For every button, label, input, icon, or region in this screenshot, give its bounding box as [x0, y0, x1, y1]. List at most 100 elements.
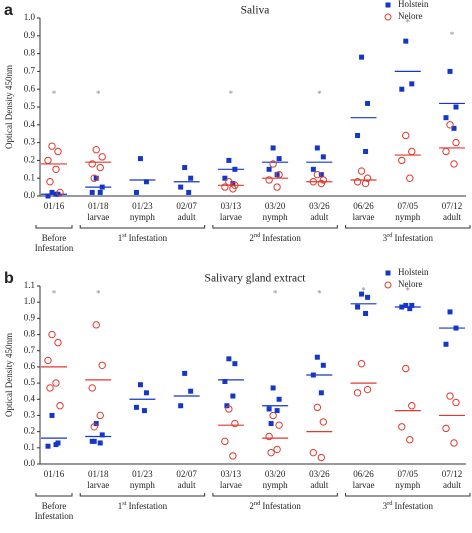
- x-sublabel: larvae: [353, 212, 375, 222]
- data-point: [52, 165, 60, 174]
- data-point: [266, 166, 272, 172]
- x-tick-label: 07/05: [398, 469, 419, 479]
- panel-label: a: [4, 2, 13, 19]
- data-point: [274, 408, 280, 414]
- data-point: [93, 175, 99, 181]
- data-point: [446, 121, 454, 129]
- data-point: [229, 452, 237, 460]
- legend-label: Nelore: [398, 11, 423, 21]
- data-point: [265, 432, 273, 441]
- data-point: [137, 382, 143, 388]
- significance-mark: *: [52, 289, 57, 299]
- data-point: [319, 176, 328, 184]
- group-text: Infestation: [129, 501, 168, 511]
- data-point: [270, 385, 276, 391]
- data-point: [97, 440, 103, 446]
- x-sublabel: larvae: [87, 212, 109, 222]
- data-point: [442, 424, 450, 433]
- data-point: [143, 179, 149, 185]
- data-point: [97, 189, 103, 195]
- data-point: [48, 330, 56, 339]
- x-sublabel: larvae: [220, 212, 242, 222]
- data-point: [273, 183, 281, 191]
- group-bracket: [35, 493, 73, 497]
- data-point: [182, 165, 188, 171]
- x-tick-label: 06/26: [353, 201, 374, 211]
- x-tick-label: 02/07: [176, 201, 197, 211]
- data-point: [56, 188, 64, 197]
- x-tick-label: 03/13: [221, 469, 242, 479]
- group-number: 2: [249, 233, 254, 243]
- significance-mark: *: [273, 289, 278, 299]
- y-tick-label: 0.3: [24, 137, 36, 147]
- data-point: [453, 104, 459, 110]
- y-tick-label: 0.9: [24, 312, 36, 322]
- data-point: [44, 356, 52, 365]
- x-tick-label: 07/05: [398, 201, 419, 211]
- data-point: [365, 100, 371, 106]
- group-bracket: [345, 493, 471, 497]
- data-point: [221, 437, 229, 446]
- data-point: [355, 132, 361, 138]
- chart-title: Saliva: [241, 5, 270, 17]
- data-point: [225, 405, 233, 413]
- data-point: [230, 181, 236, 187]
- group-bracket: [212, 493, 338, 497]
- data-point: [45, 193, 51, 199]
- data-point: [222, 175, 228, 181]
- data-point: [269, 411, 277, 420]
- group-superscript: nd: [254, 232, 261, 239]
- x-tick-label: 01/16: [44, 469, 65, 479]
- data-point: [269, 160, 277, 168]
- data-point: [93, 421, 99, 427]
- x-sublabel: adult: [310, 212, 328, 222]
- data-point: [452, 398, 460, 407]
- significance-mark: *: [361, 285, 366, 295]
- data-point: [53, 442, 59, 448]
- group-bracket: [345, 225, 471, 229]
- group-superscript: st: [122, 232, 127, 239]
- x-sublabel: nymph: [395, 480, 421, 490]
- data-point: [226, 157, 232, 163]
- y-tick-label: 0.6: [24, 361, 36, 371]
- data-point: [408, 402, 416, 410]
- data-point: [273, 445, 281, 454]
- group-superscript: nd: [254, 500, 261, 507]
- group-number: 1: [118, 501, 123, 511]
- data-point: [363, 311, 369, 317]
- data-point: [222, 378, 228, 384]
- significance-mark: *: [406, 18, 411, 28]
- y-tick-label: 0.8: [24, 48, 36, 58]
- group-label: 3rd Infestation: [383, 232, 434, 243]
- data-point: [274, 172, 280, 178]
- data-point: [450, 439, 458, 447]
- data-point: [317, 453, 326, 462]
- significance-mark: *: [317, 289, 322, 299]
- y-tick-label: 0.9: [24, 30, 36, 40]
- legend-label: Holstein: [398, 0, 429, 9]
- data-point: [276, 396, 282, 402]
- legend-label: Nelore: [398, 279, 423, 289]
- data-point: [99, 432, 105, 438]
- group-bracket: [79, 225, 206, 229]
- significance-mark: *: [450, 30, 455, 40]
- data-point: [357, 359, 366, 368]
- data-point: [314, 145, 320, 151]
- group-bracket: [79, 493, 206, 497]
- legend-label: Holstein: [398, 267, 429, 277]
- significance-mark: *: [96, 89, 101, 99]
- data-point: [442, 147, 450, 156]
- x-tick-label: 01/23: [132, 201, 153, 211]
- data-point: [44, 156, 52, 165]
- group-label: Infestation: [35, 511, 74, 521]
- x-tick-label: 01/23: [132, 469, 153, 479]
- data-point: [268, 421, 274, 427]
- data-point: [409, 81, 415, 87]
- data-point: [447, 68, 453, 74]
- x-sublabel: nymph: [263, 212, 289, 222]
- y-tick-label: 0.8: [24, 329, 36, 339]
- data-point: [319, 418, 328, 426]
- data-point: [450, 160, 458, 168]
- significance-mark: *: [52, 89, 57, 99]
